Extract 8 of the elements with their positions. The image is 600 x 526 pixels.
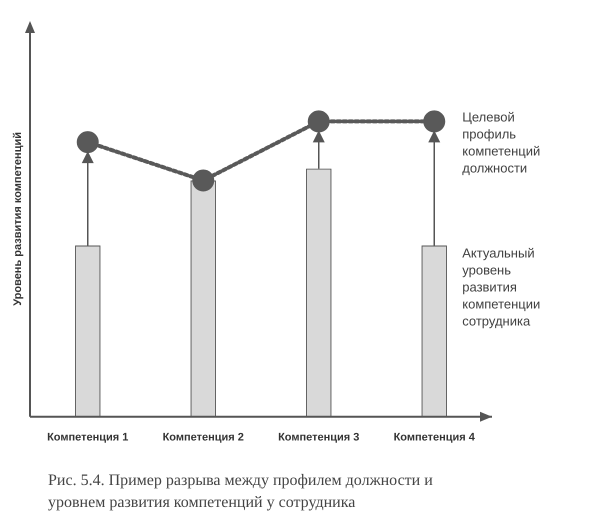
legend-label: Целевой профиль компетенций должности <box>462 110 540 176</box>
y-axis-title: Уровень развития компетенций <box>12 132 24 306</box>
x-tick-label: Компетенция 3 <box>278 431 360 444</box>
x-tick-label: Компетенция 2 <box>162 431 244 444</box>
text: Рис. 5.4. Пример разрыва между профилем должности и уровнем развития компетенций у сотрудника <box>48 471 434 513</box>
series-label: Актуальный уровень развития компетенции сотрудника <box>462 246 540 329</box>
x-tick-label: Компетенция 4 <box>394 431 476 444</box>
x-tick-label: Компетенция 1 <box>47 431 128 444</box>
